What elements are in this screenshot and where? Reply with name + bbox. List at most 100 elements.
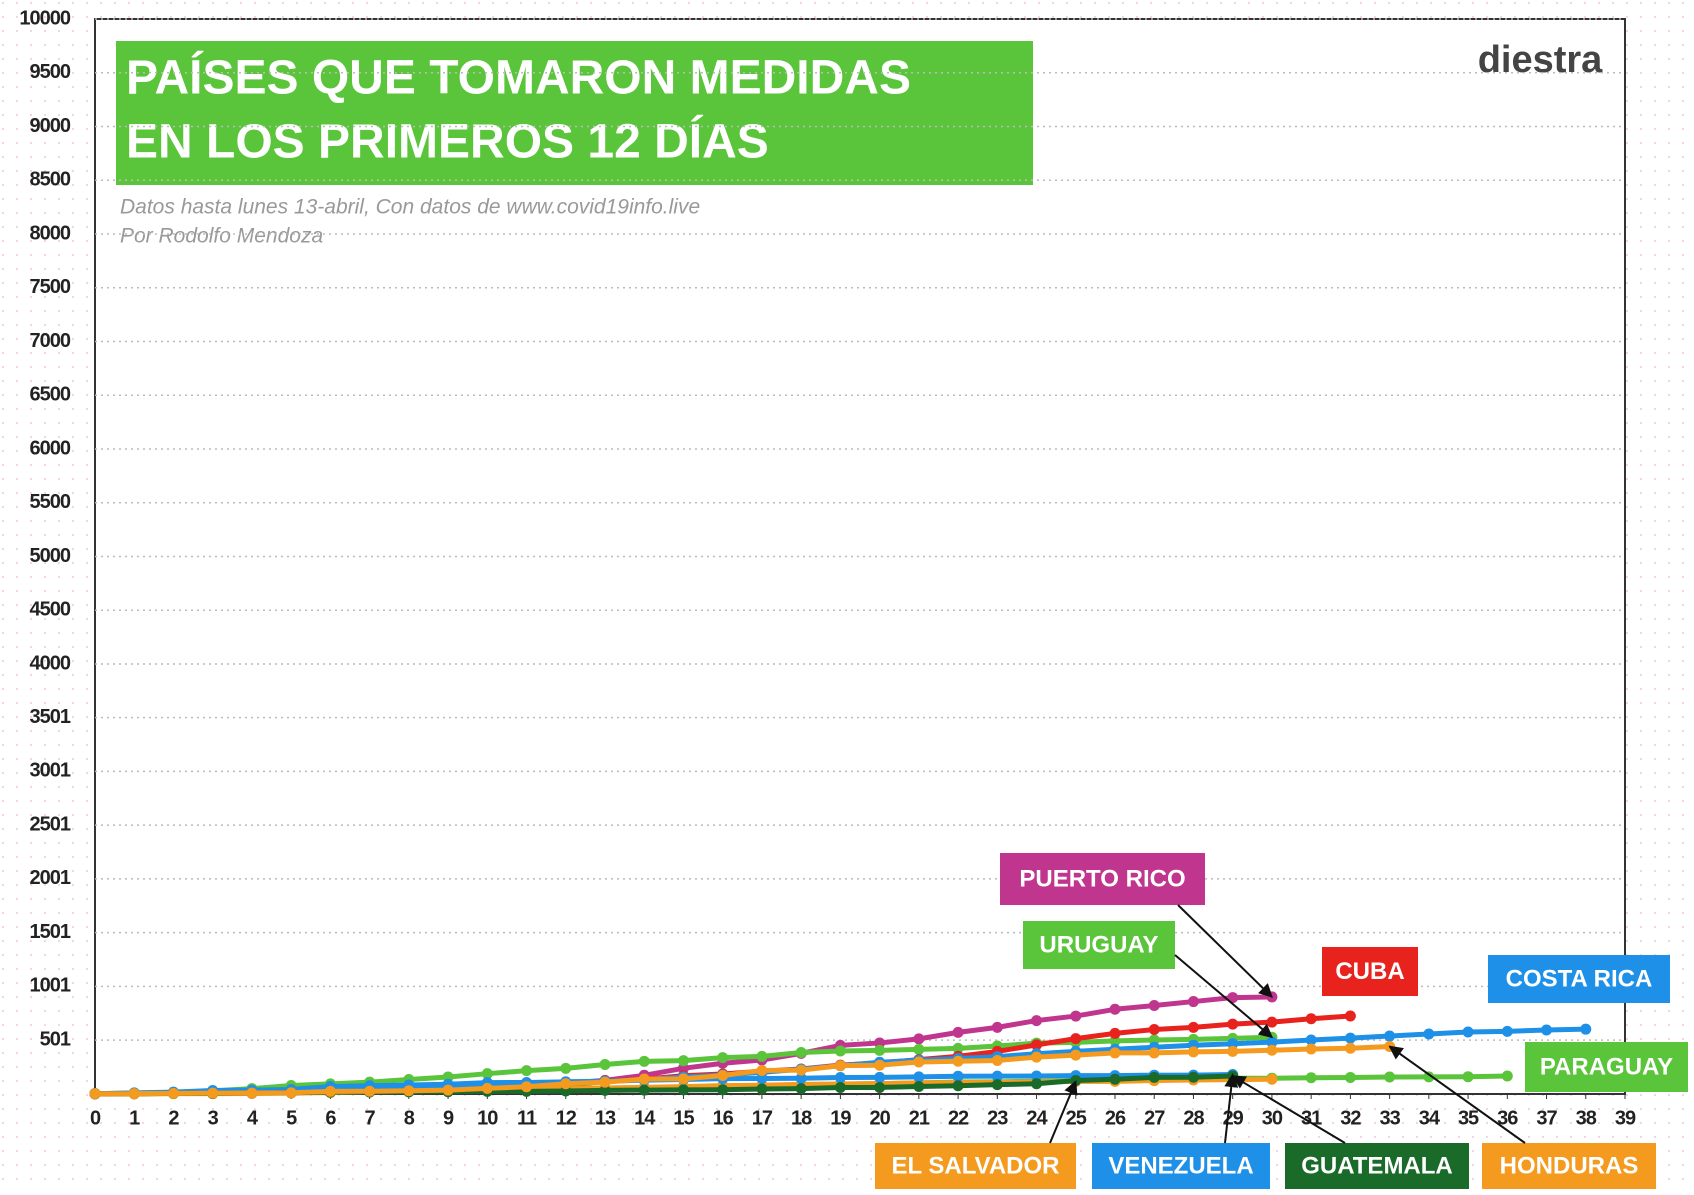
data-point <box>638 1055 650 1067</box>
data-point <box>1344 1010 1356 1022</box>
legend-box <box>1023 921 1175 969</box>
data-point <box>991 1079 1003 1091</box>
data-point <box>1148 1024 1160 1035</box>
x-tick-label: 38 <box>1576 1107 1597 1129</box>
legend-label: PUERTO RICO <box>1019 865 1185 892</box>
x-tick-label: 23 <box>987 1107 1008 1129</box>
y-tick-label: 2501 <box>30 813 71 835</box>
data-point <box>1109 1003 1121 1015</box>
subtitle: Por Rodolfo Mendoza <box>120 225 323 248</box>
data-point <box>1031 1070 1043 1082</box>
x-tick-label: 3 <box>208 1107 219 1129</box>
x-tick-label: 28 <box>1183 1107 1204 1129</box>
data-point <box>1462 1071 1474 1083</box>
data-point <box>1227 1038 1239 1050</box>
data-point <box>1227 1018 1239 1030</box>
data-point <box>991 1021 1003 1033</box>
label-arrow <box>1231 1075 1346 1144</box>
label-arrow <box>1049 1080 1078 1144</box>
legend-label: GUATEMALA <box>1301 1152 1453 1179</box>
x-tick-label: 25 <box>1066 1107 1087 1129</box>
legend-box <box>1285 1143 1469 1189</box>
y-tick-label: 501 <box>40 1028 71 1050</box>
chart-title: PAÍSES QUE TOMARON MEDIDAS <box>126 51 911 105</box>
x-tick-label: 37 <box>1536 1107 1557 1129</box>
legend-label: COSTA RICA <box>1506 965 1653 992</box>
data-point <box>991 1070 1003 1082</box>
data-point <box>1305 1034 1317 1046</box>
x-tick-label: 14 <box>634 1107 656 1129</box>
data-point <box>1305 1043 1317 1055</box>
data-point <box>1031 1078 1043 1090</box>
data-point <box>1305 1013 1317 1025</box>
data-point <box>1541 1024 1553 1036</box>
x-tick-label: 30 <box>1262 1107 1283 1129</box>
data-point <box>756 1083 768 1095</box>
x-tick-label: 24 <box>1026 1107 1048 1129</box>
data-point <box>1070 1049 1082 1061</box>
title-box <box>116 41 1033 185</box>
plot-frame <box>94 18 1626 1095</box>
legend-box <box>1322 947 1418 996</box>
y-tick-label: 4500 <box>30 599 71 621</box>
y-tick-label: 7000 <box>30 330 71 352</box>
data-point <box>756 1050 768 1062</box>
y-tick-label: 8500 <box>30 169 71 191</box>
label-arrow <box>1224 1073 1239 1144</box>
data-point <box>834 1045 846 1057</box>
x-tick-label: 16 <box>713 1107 734 1129</box>
data-point <box>991 1054 1003 1066</box>
y-tick-label: 5000 <box>30 545 71 567</box>
data-point <box>1266 1036 1278 1048</box>
data-point <box>1070 1010 1082 1022</box>
data-point <box>1266 1016 1278 1028</box>
x-tick-label: 13 <box>595 1107 616 1129</box>
data-point <box>638 1084 650 1096</box>
y-tick-label: 10000 <box>19 7 70 29</box>
x-tick-label: 0 <box>90 1107 101 1129</box>
x-tick-label: 9 <box>443 1107 454 1129</box>
data-point <box>952 1055 964 1067</box>
data-point <box>599 1076 611 1088</box>
data-point <box>481 1068 493 1080</box>
x-tick-label: 34 <box>1419 1107 1441 1129</box>
data-point <box>795 1064 807 1076</box>
data-point <box>677 1055 689 1067</box>
legend-label: URUGUAY <box>1039 931 1158 958</box>
x-tick-label: 27 <box>1144 1107 1165 1129</box>
y-tick-label: 4000 <box>30 652 71 674</box>
data-point <box>952 1080 964 1092</box>
y-tick-label: 7500 <box>30 276 71 298</box>
x-tick-label: 5 <box>286 1107 297 1129</box>
data-point <box>717 1070 729 1082</box>
y-tick-label: 9000 <box>30 115 71 137</box>
y-tick-label: 3501 <box>30 706 71 728</box>
data-point <box>952 1026 964 1038</box>
data-point <box>913 1071 925 1083</box>
data-point <box>560 1062 572 1074</box>
x-tick-label: 8 <box>404 1107 415 1129</box>
x-tick-label: 18 <box>791 1107 812 1129</box>
data-point <box>834 1081 846 1093</box>
y-tick-label: 2001 <box>30 867 71 889</box>
x-tick-label: 21 <box>909 1107 930 1129</box>
y-tick-label: 9500 <box>30 61 71 83</box>
data-point <box>599 1059 611 1071</box>
data-point <box>1266 1073 1278 1085</box>
data-point <box>1344 1042 1356 1054</box>
data-point <box>638 1073 650 1085</box>
data-point <box>128 1088 140 1100</box>
y-tick-label: 6000 <box>30 437 71 459</box>
data-point <box>1501 1025 1513 1037</box>
data-point <box>795 1072 807 1084</box>
data-point <box>913 1080 925 1092</box>
data-point <box>952 1042 964 1054</box>
data-point <box>1501 1070 1513 1082</box>
data-point <box>1423 1071 1435 1083</box>
series-line <box>94 1043 1390 1097</box>
data-point <box>717 1084 729 1096</box>
data-point <box>1187 996 1199 1008</box>
data-point <box>1384 1030 1396 1042</box>
x-tick-label: 32 <box>1340 1107 1361 1129</box>
